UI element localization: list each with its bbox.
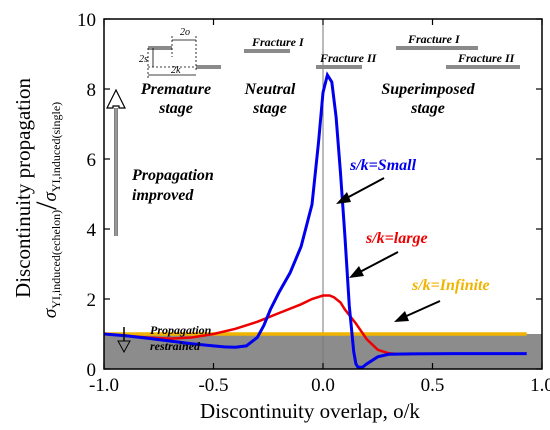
y-ratio-den-main: σ xyxy=(40,192,61,202)
label-large-arrow xyxy=(355,251,399,275)
y-axis-title: Discontinuity propagation xyxy=(11,78,35,298)
y-axis-ratio-label: σYI,induced(echelon)/σYI,induced(single) xyxy=(30,102,63,318)
y-axis-ticks: 0 2 4 6 8 10 xyxy=(77,10,542,381)
premature-stage-word1: Premature xyxy=(140,81,211,98)
y-ratio-num-sub: YI,induced(echelon) xyxy=(49,210,63,309)
label-small: s/k=Small xyxy=(349,157,417,174)
propagation-restrained-arrow xyxy=(117,327,131,354)
y-tick-label: 4 xyxy=(87,220,97,241)
schematic-2k-label: 2k xyxy=(171,65,181,76)
x-tick-label: 0.0 xyxy=(311,375,335,396)
neutral-stage-word1: Neutral xyxy=(244,81,296,98)
x-tick-label: -1.0 xyxy=(89,375,119,396)
y-tick-label: 0 xyxy=(87,360,97,381)
propagation-improved-line1: Propagation xyxy=(131,167,214,184)
y-axis-title-group: Discontinuity propagation σYI,induced(ec… xyxy=(11,78,63,319)
label-large-arrowhead xyxy=(349,266,364,278)
series-line-small xyxy=(103,71,527,369)
label-infinite-arrow xyxy=(401,300,441,319)
label-small-arrowhead xyxy=(336,192,351,204)
y-tick-label: 8 xyxy=(87,80,97,101)
fracture-1-label-superimposed: Fracture I xyxy=(407,32,461,46)
x-tick-label: 0.5 xyxy=(421,375,445,396)
propagation-restrained-line1: Propagation xyxy=(150,323,212,337)
label-small-arrow xyxy=(342,177,385,201)
propagation-restrained-line2: restrained xyxy=(150,339,201,353)
schematic-diagram: 2o 2s 2k xyxy=(139,27,221,78)
label-infinite-arrowhead xyxy=(394,311,409,322)
y-tick-label: 6 xyxy=(87,150,97,171)
propagation-improved-arrow xyxy=(106,88,126,236)
premature-stage-word2: stage xyxy=(158,100,193,117)
superimposed-stage-word1: Superimposed xyxy=(381,81,475,98)
stage-labels: Premature stage Neutral stage Superimpos… xyxy=(140,81,476,117)
fracture-2-label-neutral: Fracture II xyxy=(319,51,378,65)
propagation-improved-line2: improved xyxy=(132,187,194,204)
fracture-2-label-superimposed: Fracture II xyxy=(457,51,516,65)
schematic-2s-label: 2s xyxy=(139,54,148,65)
fracture-schematic-neutral: Fracture I Fracture II xyxy=(244,35,378,69)
label-infinite: s/k=Infinite xyxy=(411,277,490,294)
x-tick-label: -0.5 xyxy=(198,375,228,396)
x-axis-ticks: -1.0 -0.5 0.0 0.5 1.0 xyxy=(89,19,550,396)
fracture-1-label-neutral: Fracture I xyxy=(251,35,305,49)
y-tick-label: 2 xyxy=(87,290,97,311)
y-ratio-den-sub: YI,induced(single) xyxy=(49,102,63,192)
series-line-large xyxy=(103,294,411,356)
x-axis-title: Discontinuity overlap, o/k xyxy=(200,399,420,423)
label-large: s/k=large xyxy=(365,230,428,247)
fracture-schematic-superimposed: Fracture I Fracture II xyxy=(396,32,520,69)
y-tick-label: 10 xyxy=(77,10,96,31)
schematic-2o-label: 2o xyxy=(180,27,190,38)
y-ratio-num-main: σ xyxy=(40,308,61,318)
neutral-stage-word2: stage xyxy=(252,100,287,117)
x-tick-label: 1.0 xyxy=(530,375,550,396)
superimposed-stage-word2: stage xyxy=(410,100,445,117)
